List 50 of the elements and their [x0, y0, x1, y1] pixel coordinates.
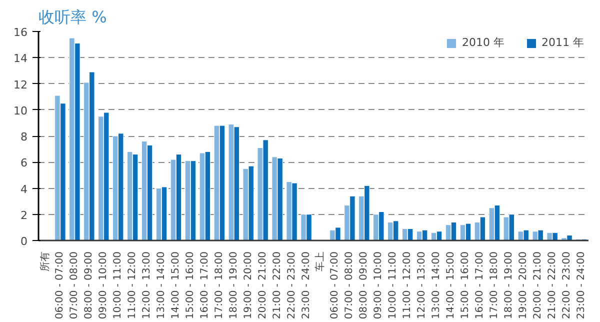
x-tick-label: 23:00 - 24:00 [300, 251, 312, 320]
x-tick-label: 14:00 - 15:00 [446, 251, 456, 320]
x-tick-label: 10:00 - 11:00 [112, 251, 124, 320]
x-tick-label: 06:00 - 07:00 [54, 251, 66, 320]
x-tick-label: 07:00 - 08:00 [69, 251, 80, 320]
x-tick-label: 21:00 - 22:00 [272, 251, 283, 320]
x-tick-label: 12:00 - 13:00 [416, 251, 428, 320]
x-tick-label: 14:00 - 15:00 [170, 251, 182, 320]
x-tick-label: 20:00 - 21:00 [257, 251, 268, 320]
x-tick-label: 15:00 - 16:00 [460, 251, 471, 320]
x-tick-label: 23:00 - 24:00 [576, 251, 587, 320]
y-tick-label: 4 [20, 182, 28, 196]
x-tick-label: 17:00 - 18:00 [488, 251, 500, 320]
legend-label: 2011 年 [542, 35, 584, 50]
legend-label: 2010 年 [462, 35, 504, 50]
y-tick-label: 16 [14, 26, 28, 39]
x-tick-label: 10:00 - 11:00 [388, 251, 399, 320]
y-tick-label: 12 [14, 78, 28, 92]
x-tick-label: 07:00 - 08:00 [344, 251, 356, 320]
y-tick-label: 10 [14, 104, 28, 118]
x-tick-label: 17:00 - 18:00 [214, 251, 225, 320]
x-tick-label: 所有 [39, 252, 52, 272]
x-tick-label: 08:00 - 09:00 [84, 251, 95, 320]
y-tick-label: 6 [20, 156, 28, 170]
y-tick-label: 2 [20, 208, 28, 222]
x-tick-label: 18:00 - 19:00 [503, 251, 514, 320]
x-tick-label: 18:00 - 19:00 [228, 251, 240, 320]
x-tick-label: 09:00 - 10:00 [98, 251, 110, 320]
x-tick-label: 11:00 - 12:00 [127, 251, 138, 320]
y-tick-label: 14 [14, 52, 28, 66]
x-tick-label: 06:00 - 07:00 [330, 251, 341, 320]
x-tick-label: 13:00 - 14:00 [156, 251, 168, 320]
chart-title: 收听率 % [38, 8, 107, 26]
y-tick-label: 0 [20, 235, 28, 248]
x-tick-label: 11:00 - 12:00 [402, 251, 414, 320]
x-tick-label: 16:00 - 17:00 [474, 251, 486, 320]
x-tick-label: 08:00 - 09:00 [358, 251, 370, 320]
x-tick-label: 21:00 - 22:00 [546, 251, 558, 320]
x-tick-label: 12:00 - 13:00 [142, 251, 153, 320]
x-tick-label: 22:00 - 23:00 [561, 251, 572, 320]
x-tick-label: 16:00 - 17:00 [199, 251, 210, 320]
x-tick-label: 车上 [314, 252, 326, 272]
x-tick-label: 09:00 - 10:00 [373, 251, 384, 320]
x-tick-label: 15:00 - 16:00 [184, 251, 196, 320]
y-tick-label: 8 [20, 130, 28, 144]
x-tick-label: 19:00 - 20:00 [518, 251, 529, 320]
x-tick-label: 19:00 - 20:00 [242, 251, 254, 320]
x-tick-label: 22:00 - 23:00 [286, 251, 298, 320]
x-tick-label: 13:00 - 14:00 [431, 251, 442, 320]
x-tick-label: 20:00 - 21:00 [532, 251, 544, 320]
